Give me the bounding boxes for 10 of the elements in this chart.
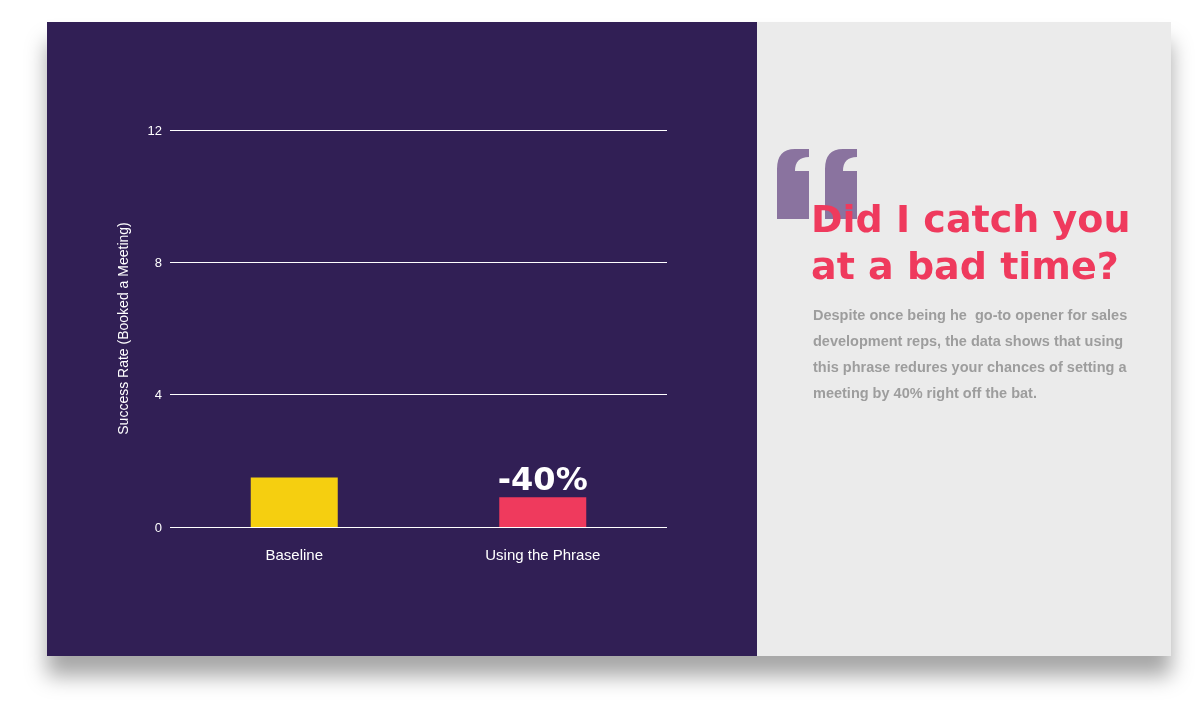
text: Did I catch you at a bad time? — [811, 196, 1132, 290]
y-axis-title: Success Rate (Booked a Meeting) — [115, 222, 131, 435]
y-tick-label: 12 — [147, 122, 162, 138]
y-tick-label: 0 — [154, 519, 162, 535]
y-tick-label: 4 — [154, 387, 162, 403]
x-tick-label: Using the Phrase — [485, 546, 601, 563]
y-tick-label: 8 — [154, 254, 162, 270]
x-tick-label: Baseline — [265, 546, 324, 563]
text: Despite once being he go-to opener for sales development reps, the data shows that using this phrase redures your chances of setting a meeting by 40% right off the bat. — [813, 306, 1129, 403]
annotation: -40% — [497, 460, 588, 499]
